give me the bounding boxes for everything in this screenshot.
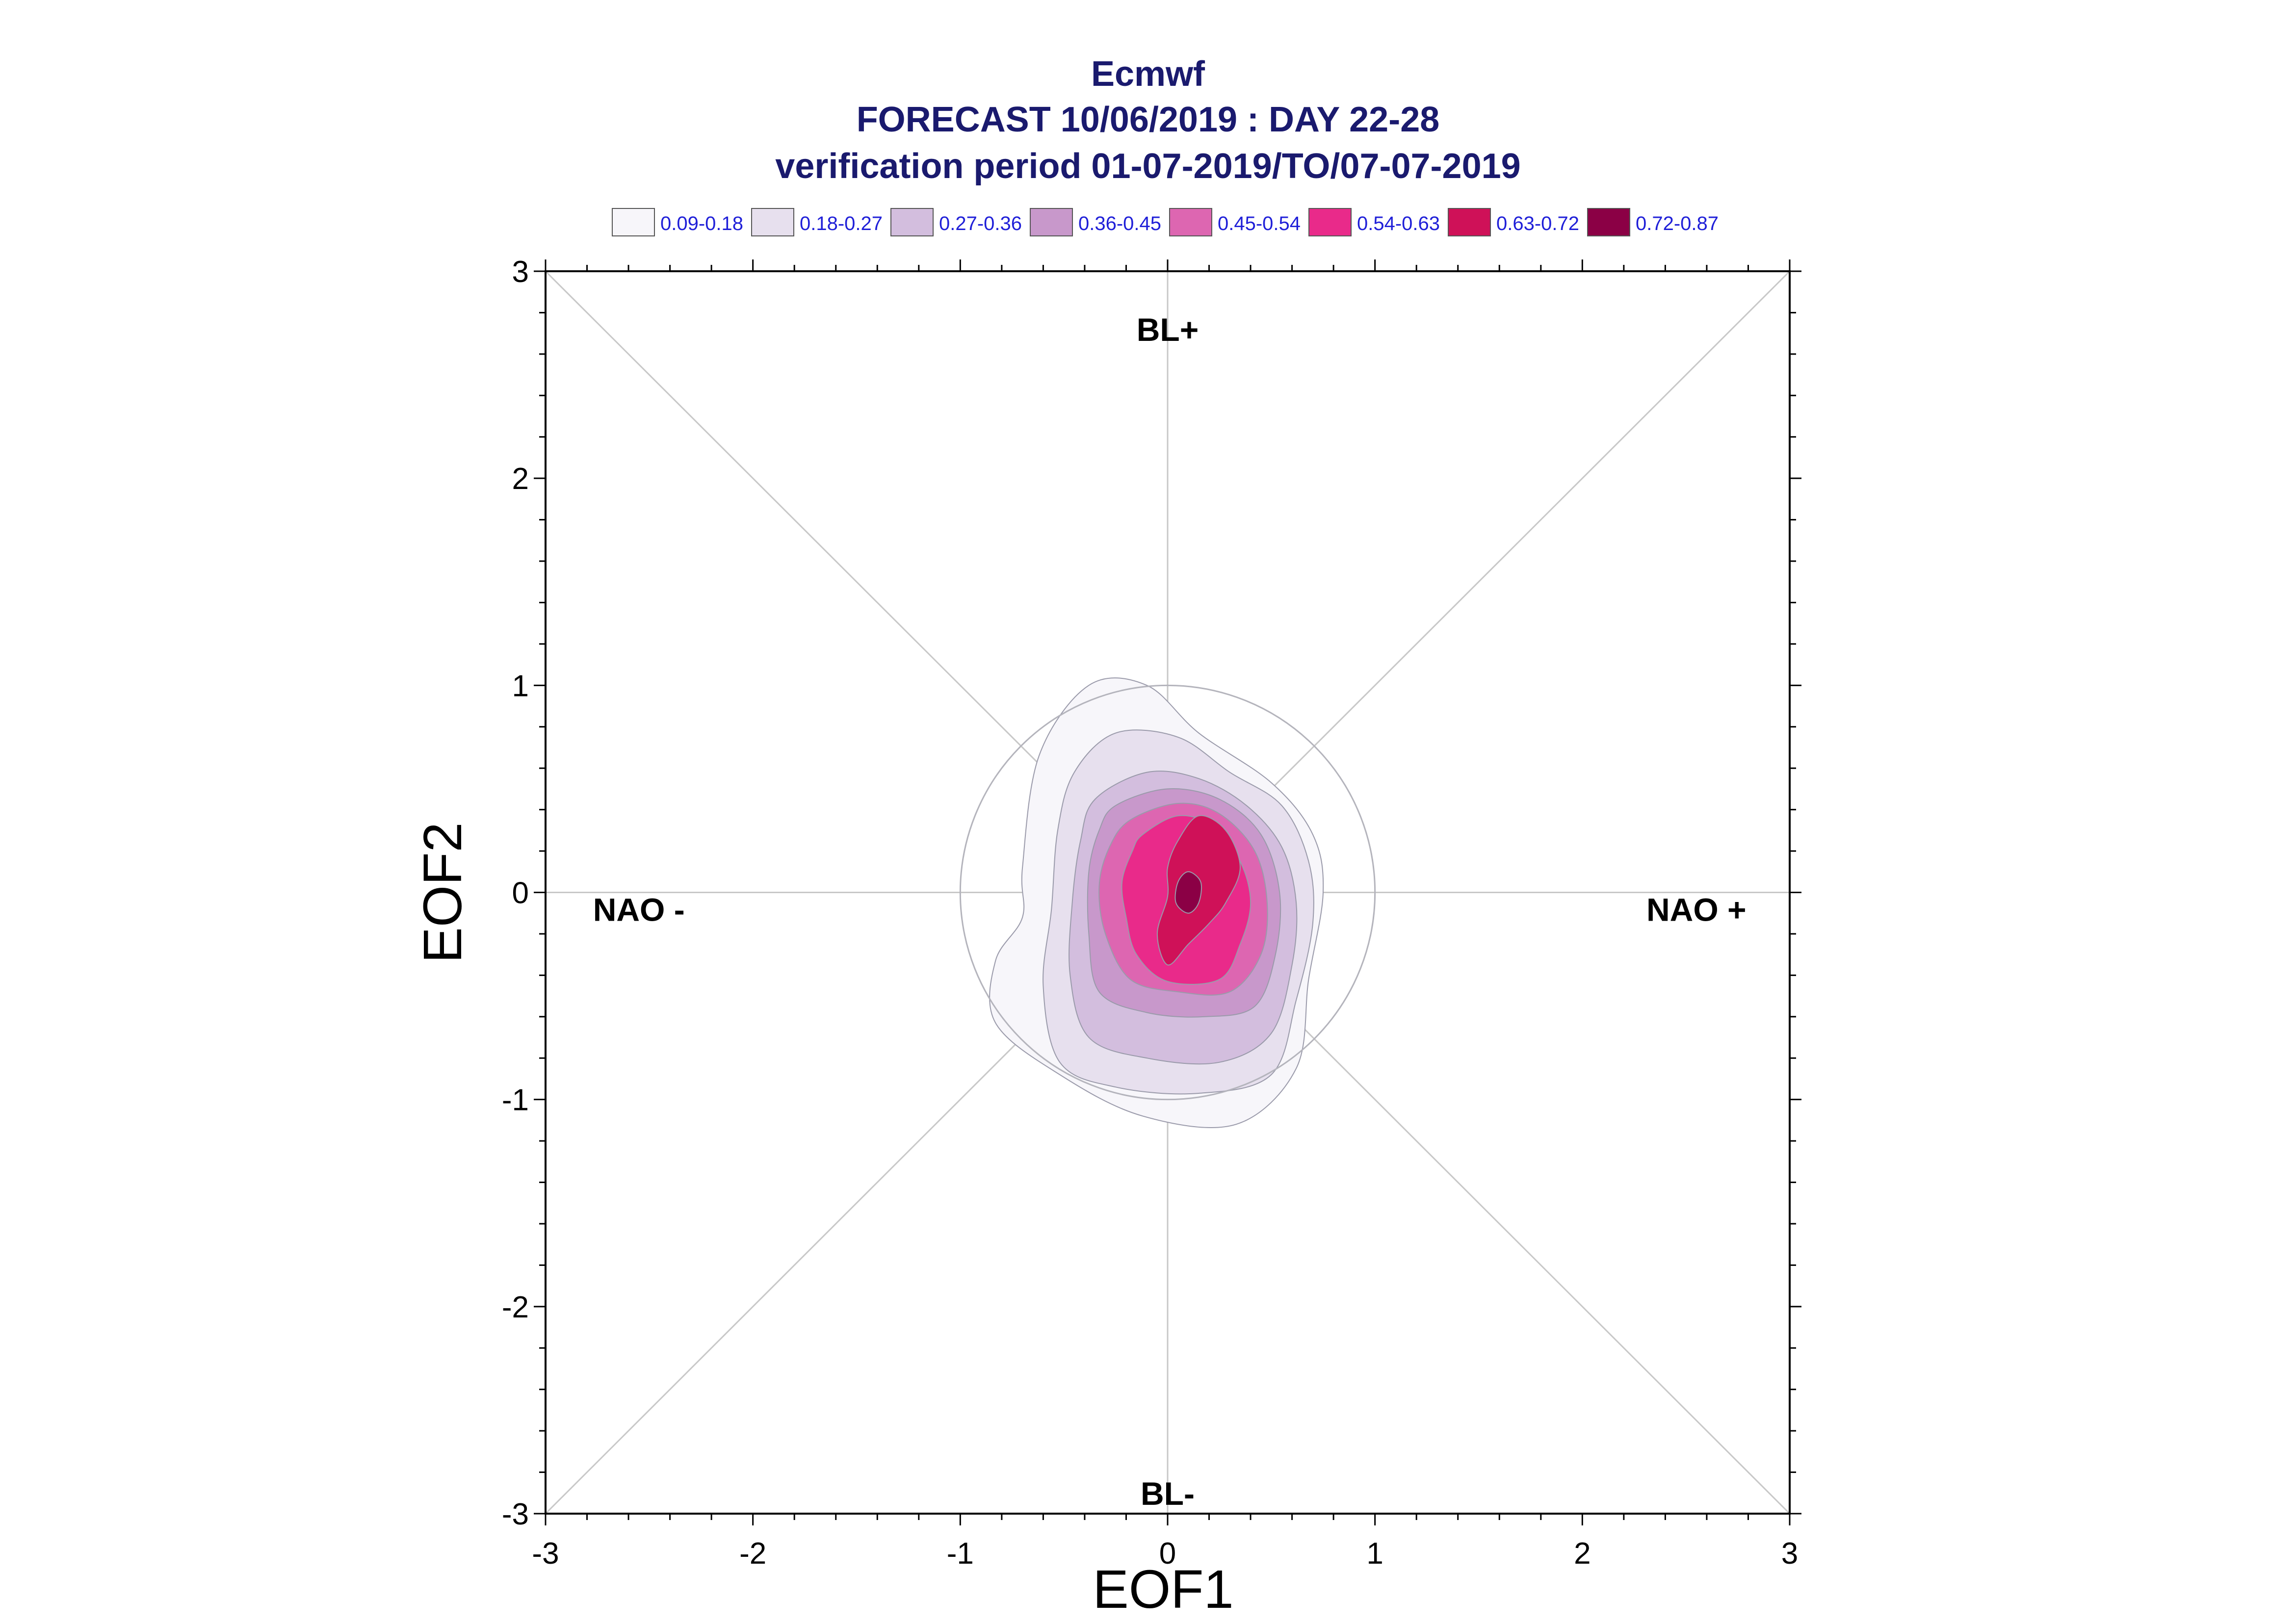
- chart-subtitle-forecast: FORECAST 10/06/2019 : DAY 22-28: [857, 100, 1440, 139]
- legend-label: 0.54-0.63: [1357, 213, 1440, 234]
- y-tick-label: -3: [502, 1497, 529, 1531]
- x-tick-label: -1: [947, 1537, 974, 1571]
- x-tick-label: 1: [1366, 1537, 1383, 1571]
- legend-swatch: [612, 208, 655, 236]
- probability-contours: [959, 677, 1376, 1128]
- legend-label: 0.72-0.87: [1636, 213, 1719, 234]
- regime-label: BL-: [1141, 1475, 1195, 1512]
- y-tick-label: 0: [512, 876, 529, 910]
- regime-label: NAO +: [1646, 891, 1747, 928]
- chart-subtitle-verification: verification period 01-07-2019/TO/07-07-…: [775, 147, 1520, 186]
- regime-label: BL+: [1137, 311, 1199, 348]
- legend-swatch: [1169, 208, 1212, 236]
- legend-swatch: [890, 208, 934, 236]
- x-tick-label: 3: [1781, 1537, 1798, 1571]
- y-axis-title: EOF2: [413, 822, 473, 963]
- x-tick-label: 2: [1574, 1537, 1591, 1571]
- legend-label: 0.18-0.27: [800, 213, 883, 234]
- legend-label: 0.36-0.45: [1078, 213, 1161, 234]
- x-tick-label: -2: [739, 1537, 766, 1571]
- legend-swatch: [1587, 208, 1630, 236]
- legend: 0.09-0.18 0.18-0.27 0.27-0.36 0.36-0.45 0.45…: [612, 208, 1719, 236]
- contour-region: [1174, 871, 1202, 914]
- x-tick-label: -3: [532, 1537, 559, 1571]
- legend-swatch: [1448, 208, 1491, 236]
- legend-label: 0.45-0.54: [1218, 213, 1301, 234]
- y-tick-label: -2: [502, 1290, 529, 1324]
- reference-circle: [959, 684, 1376, 1101]
- axes: -3 -2 -1 0 1 2 3 -3 -2 -1 0 1 2 3: [502, 255, 1801, 1571]
- y-tick-label: 1: [512, 669, 529, 703]
- legend-label: 0.63-0.72: [1496, 213, 1579, 234]
- regime-label: NAO -: [593, 891, 685, 928]
- legend-label: 0.27-0.36: [939, 213, 1022, 234]
- chart-title: Ecmwf: [1091, 54, 1205, 94]
- legend-swatch: [1030, 208, 1073, 236]
- regime-labels: BL+ BL- NAO - NAO +: [593, 311, 1747, 1512]
- x-axis-title: EOF1: [1093, 1559, 1233, 1620]
- y-tick-label: 2: [512, 462, 529, 496]
- legend-label: 0.09-0.18: [660, 213, 743, 234]
- y-tick-label: -1: [502, 1083, 529, 1117]
- x-tick-label: 0: [1159, 1537, 1176, 1571]
- legend-swatch: [751, 208, 794, 236]
- legend-swatch: [1308, 208, 1352, 236]
- y-tick-label: 3: [512, 255, 529, 289]
